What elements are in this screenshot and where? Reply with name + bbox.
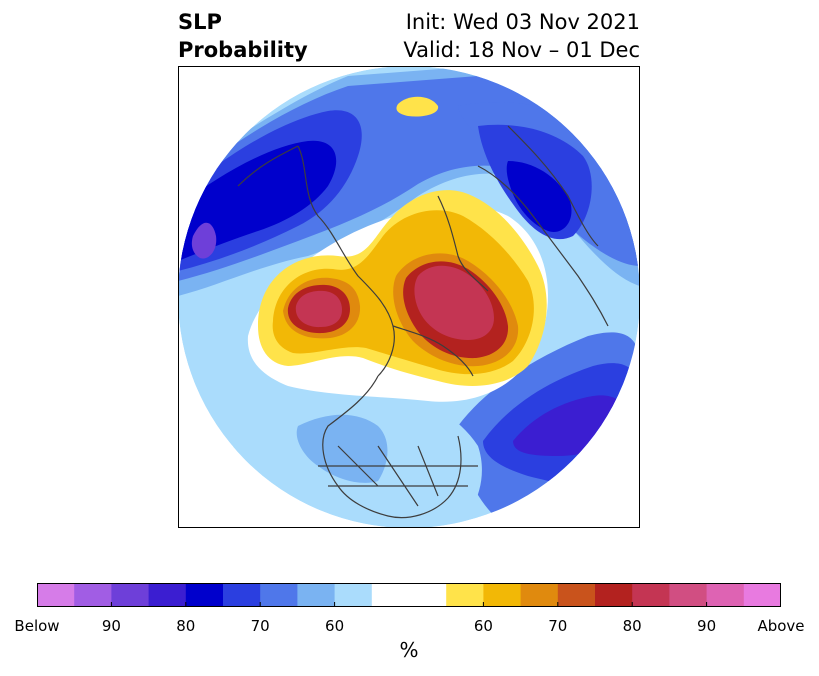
colorbar-tick-label: 70: [548, 617, 568, 635]
probability-field: [178, 66, 640, 528]
colorbar-swatch: [446, 583, 484, 607]
colorbar-swatch: [37, 583, 75, 607]
colorbar-swatch: [111, 583, 150, 607]
colorbar-units: %: [399, 638, 419, 662]
colorbar-swatch: [409, 583, 447, 607]
chart-title-right: Init: Wed 03 Nov 2021 Valid: 18 Nov – 01…: [403, 8, 640, 64]
polar-map-svg: [178, 66, 640, 528]
colorbar-swatch: [706, 583, 745, 607]
colorbar-tick-label: 90: [101, 617, 121, 635]
colorbar-swatch: [557, 583, 596, 607]
colorbar-border: [37, 583, 781, 607]
above-region-crimson: [295, 265, 494, 340]
colorbar-swatch: [148, 583, 187, 607]
colorbar-swatch: [520, 583, 559, 607]
colorbar-tick-label: Below: [14, 617, 60, 635]
colorbar-swatch: [483, 583, 522, 607]
title-metric: Probability: [178, 38, 308, 62]
map-border: [178, 66, 640, 528]
colorbar-swatch: [595, 583, 633, 607]
polar-map: [178, 66, 640, 528]
colorbar-swatch: [260, 583, 298, 607]
colorbar: [37, 583, 781, 607]
below-region-pacific-deep: [178, 140, 337, 261]
colorbar-swatch: [743, 583, 781, 607]
colorbar-tick-label: Above: [757, 617, 805, 635]
colorbar-swatch: [74, 583, 112, 607]
colorbar-swatch: [334, 583, 373, 607]
below-region-pacific-violet: [191, 222, 217, 259]
colorbar-swatch: [371, 583, 410, 607]
below-region-siberia-deep: [506, 161, 572, 232]
colorbar-swatch: [632, 583, 670, 607]
chart-title-left: SLP Probability: [178, 8, 308, 64]
colorbar-tick-label: 80: [622, 617, 642, 635]
colorbar-svg: [37, 583, 781, 607]
colorbar-tick-label: 60: [325, 617, 345, 635]
colorbar-tick-label: 80: [176, 617, 196, 635]
above-region-north-blob: [396, 96, 439, 117]
title-valid-range: Valid: 18 Nov – 01 Dec: [403, 38, 640, 62]
title-variable: SLP: [178, 10, 222, 34]
colorbar-tick-label: 60: [473, 617, 493, 635]
colorbar-tick-label: 90: [697, 617, 717, 635]
title-init-date: Init: Wed 03 Nov 2021: [405, 10, 640, 34]
colorbar-swatch: [223, 583, 261, 607]
colorbar-tick-label: 70: [250, 617, 270, 635]
colorbar-swatch: [669, 583, 708, 607]
colorbar-swatch: [185, 583, 224, 607]
colorbar-swatch: [297, 583, 336, 607]
